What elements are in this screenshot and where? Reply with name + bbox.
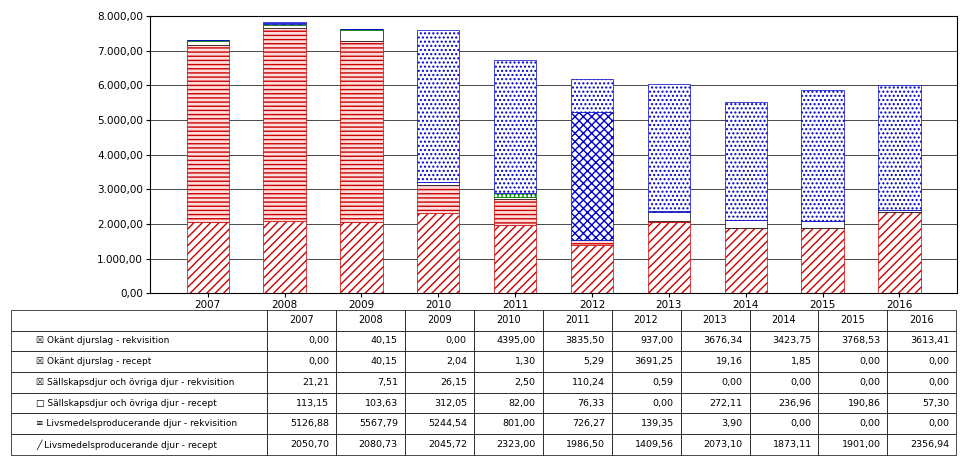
- Bar: [494, 225, 537, 293]
- Bar: [724, 220, 767, 229]
- Bar: [648, 212, 690, 221]
- Bar: [417, 185, 459, 213]
- Bar: [263, 221, 306, 293]
- Bar: [494, 197, 537, 200]
- Bar: [263, 23, 306, 24]
- Bar: [878, 85, 921, 210]
- Bar: [878, 210, 921, 212]
- Bar: [417, 182, 459, 185]
- Bar: [340, 30, 383, 41]
- Bar: [648, 84, 690, 211]
- Bar: [263, 28, 306, 221]
- Bar: [571, 112, 613, 240]
- Bar: [263, 25, 306, 28]
- Bar: [802, 90, 844, 221]
- Bar: [187, 41, 229, 45]
- Bar: [571, 79, 613, 112]
- Bar: [494, 200, 537, 225]
- Bar: [187, 45, 229, 222]
- Bar: [340, 223, 383, 293]
- Bar: [263, 22, 306, 23]
- Bar: [648, 211, 690, 212]
- Bar: [494, 193, 537, 197]
- Bar: [187, 222, 229, 293]
- Bar: [187, 40, 229, 41]
- Bar: [340, 41, 383, 223]
- Bar: [417, 30, 459, 182]
- Bar: [571, 244, 613, 293]
- Bar: [724, 229, 767, 293]
- Bar: [724, 102, 767, 220]
- Bar: [417, 213, 459, 293]
- Bar: [878, 212, 921, 293]
- Bar: [571, 240, 613, 244]
- Bar: [340, 29, 383, 30]
- Bar: [802, 221, 844, 227]
- Bar: [648, 222, 690, 293]
- Bar: [802, 227, 844, 293]
- Bar: [494, 60, 537, 193]
